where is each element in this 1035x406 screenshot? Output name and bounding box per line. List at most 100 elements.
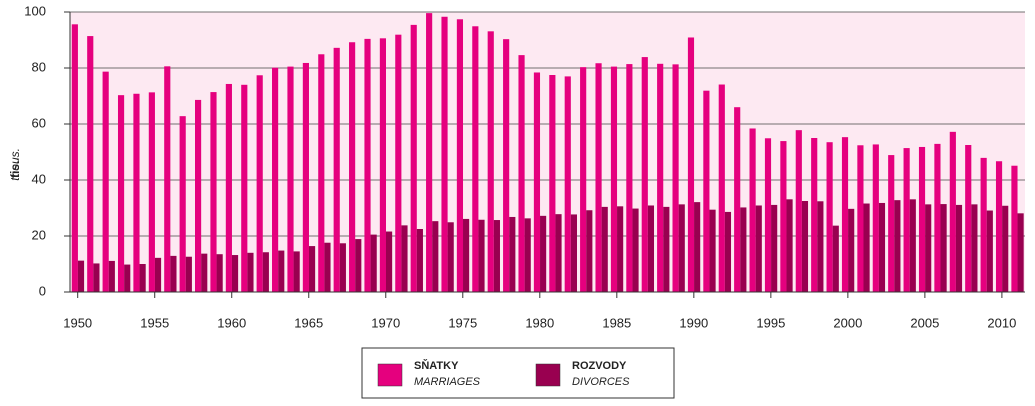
y-axis-label: tis.: [8, 161, 22, 178]
bar: [811, 138, 818, 292]
legend-label: ROZVODY: [572, 360, 627, 372]
y-tick-label: 40: [32, 171, 46, 186]
bar: [71, 24, 78, 292]
bar: [709, 209, 716, 292]
bar: [426, 13, 433, 293]
bar: [355, 239, 362, 292]
legend-label-en: MARRIAGES: [414, 376, 481, 388]
bar: [995, 161, 1003, 292]
bar: [524, 218, 531, 292]
bar: [395, 34, 402, 293]
bar: [724, 211, 732, 292]
bar: [817, 201, 824, 292]
bar: [570, 214, 577, 292]
bar: [764, 138, 772, 292]
bar: [1002, 205, 1009, 292]
bar: [349, 42, 356, 292]
y-axis-label-en: thous.: [8, 148, 22, 181]
bar: [934, 143, 941, 292]
x-tick-label: 1975: [448, 315, 477, 330]
bar: [678, 204, 685, 292]
bar: [694, 202, 701, 292]
bar: [503, 39, 510, 292]
bar: [493, 220, 500, 292]
x-tick-label: 2000: [833, 315, 862, 330]
bar: [262, 252, 269, 292]
legend-box: [361, 347, 675, 399]
y-tick-label: 80: [32, 59, 46, 74]
bar: [247, 252, 254, 292]
bar: [318, 54, 325, 292]
bar: [647, 205, 655, 292]
bar: [940, 204, 947, 292]
legend-swatch: [377, 363, 403, 387]
bar: [179, 116, 186, 292]
x-tick-label: 1965: [294, 315, 323, 330]
bar: [441, 16, 448, 292]
x-tick-label: 2010: [987, 315, 1016, 330]
bar: [154, 257, 162, 292]
bar: [293, 251, 300, 292]
bar: [339, 243, 346, 292]
legend-swatch: [535, 363, 561, 387]
x-tick-label: 1980: [525, 315, 554, 330]
bar: [478, 219, 485, 292]
bar: [216, 254, 223, 292]
bar: [472, 26, 479, 293]
bar: [124, 264, 131, 292]
x-tick-label: 1990: [679, 315, 708, 330]
bar: [617, 206, 624, 292]
bar: [663, 206, 670, 292]
bar: [734, 107, 741, 292]
bar: [241, 84, 248, 292]
bar: [108, 260, 115, 292]
bar: [826, 142, 833, 292]
x-tick-label: 1950: [63, 315, 92, 330]
x-tick-label: 1995: [756, 315, 785, 330]
bar: [456, 19, 464, 293]
bar: [863, 203, 870, 292]
bar: [401, 225, 408, 292]
bar: [986, 210, 993, 292]
bar: [432, 221, 439, 292]
bar: [965, 145, 972, 292]
bar: [93, 263, 100, 292]
bar: [148, 92, 155, 292]
bar: [1011, 165, 1018, 292]
bar: [848, 208, 855, 292]
bar: [185, 256, 192, 292]
legend-label: SŇATKY: [414, 359, 459, 372]
bar: [771, 204, 778, 292]
bar: [955, 204, 963, 292]
bar: [971, 204, 978, 292]
bar: [77, 260, 85, 292]
bar: [857, 145, 864, 292]
bar: [980, 157, 987, 292]
bar: [601, 206, 608, 292]
bar: [595, 63, 602, 292]
bar: [872, 144, 879, 292]
bar: [801, 201, 809, 292]
legend-label-en: DIVORCES: [572, 376, 630, 388]
bar: [786, 199, 793, 292]
bar: [385, 231, 393, 292]
bar: [540, 215, 547, 292]
bar: [364, 38, 371, 292]
bar: [278, 250, 285, 292]
bar: [302, 62, 309, 293]
x-tick-label: 1960: [217, 315, 246, 330]
bar: [533, 72, 541, 292]
y-tick-label: 100: [24, 3, 46, 18]
bar: [333, 47, 340, 293]
bar: [888, 155, 895, 292]
bar: [370, 234, 377, 292]
bar: [87, 36, 94, 292]
bar: [487, 31, 494, 292]
bar: [194, 99, 202, 292]
bar: [909, 199, 916, 292]
x-tick-label: 1970: [371, 315, 400, 330]
x-tick-label: 1985: [602, 315, 631, 330]
bar: [780, 141, 787, 292]
bar: [703, 90, 710, 293]
y-tick-label: 60: [32, 115, 46, 130]
